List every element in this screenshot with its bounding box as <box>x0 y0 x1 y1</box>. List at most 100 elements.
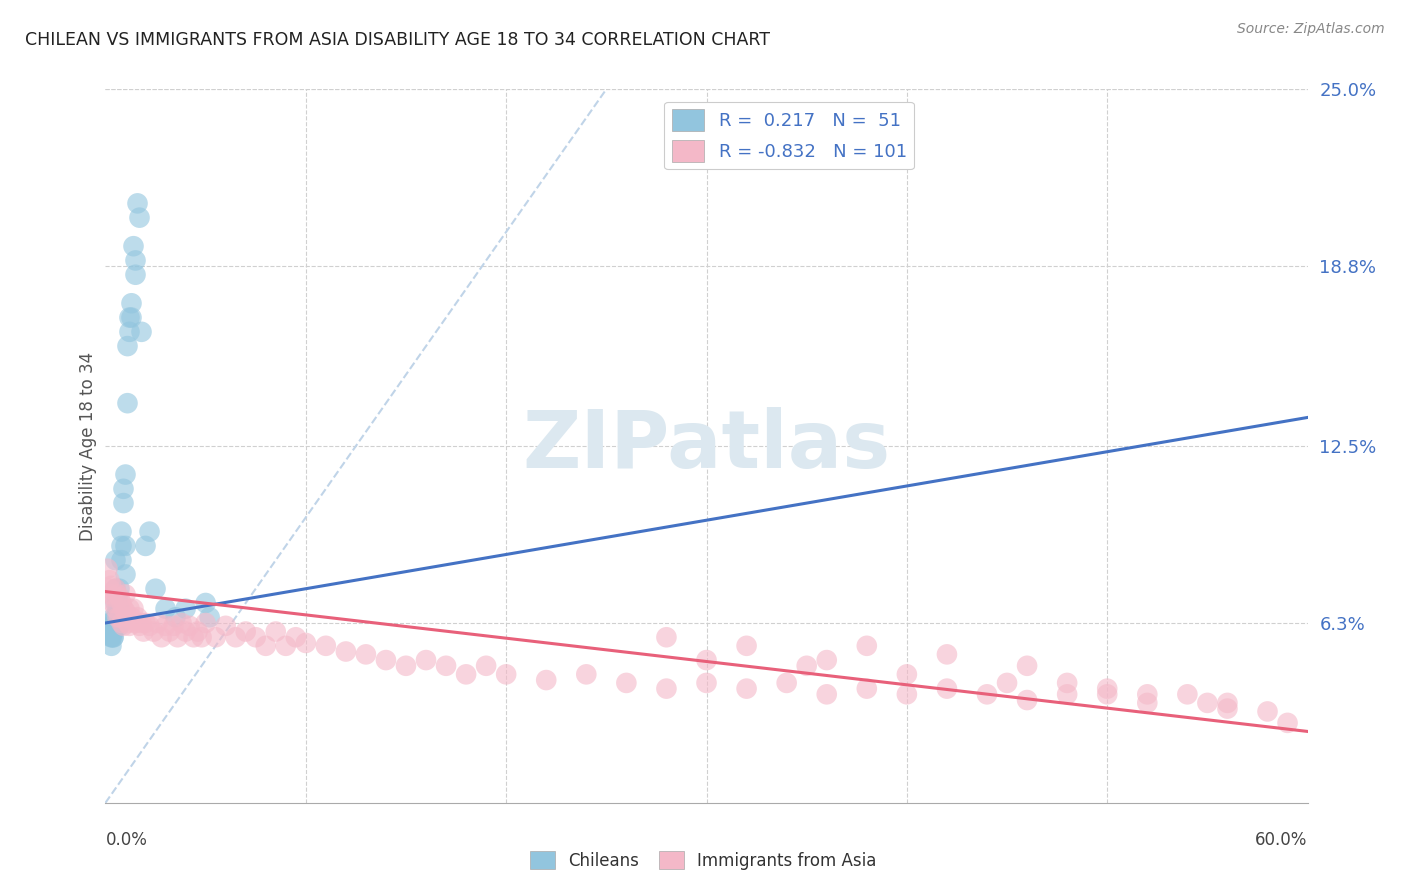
Point <box>117 339 139 353</box>
Text: CHILEAN VS IMMIGRANTS FROM ASIA DISABILITY AGE 18 TO 34 CORRELATION CHART: CHILEAN VS IMMIGRANTS FROM ASIA DISABILI… <box>25 31 770 49</box>
Point <box>117 615 139 630</box>
Legend: R =  0.217   N =  51, R = -0.832   N = 101: R = 0.217 N = 51, R = -0.832 N = 101 <box>665 102 914 169</box>
Point <box>190 630 212 644</box>
Point <box>118 310 141 325</box>
Point <box>274 639 297 653</box>
Point <box>100 587 122 601</box>
Point <box>104 596 127 610</box>
Point <box>98 624 121 639</box>
Point <box>264 624 287 639</box>
Point <box>1017 693 1039 707</box>
Point <box>1056 687 1078 701</box>
Point <box>112 619 135 633</box>
Point <box>135 539 157 553</box>
Point <box>135 615 157 630</box>
Point <box>114 539 136 553</box>
Point <box>124 253 146 268</box>
Text: 60.0%: 60.0% <box>1256 831 1308 849</box>
Point <box>121 310 143 325</box>
Point <box>107 610 129 624</box>
Point <box>776 676 799 690</box>
Point <box>187 624 209 639</box>
Point <box>104 553 127 567</box>
Point <box>100 624 122 639</box>
Point <box>1257 705 1279 719</box>
Point <box>103 596 125 610</box>
Point <box>575 667 598 681</box>
Point <box>146 615 169 630</box>
Text: ZIPatlas: ZIPatlas <box>523 407 890 485</box>
Point <box>1017 658 1039 673</box>
Point <box>150 630 173 644</box>
Point <box>103 619 125 633</box>
Point <box>225 630 247 644</box>
Point <box>1216 696 1239 710</box>
Point <box>194 615 217 630</box>
Point <box>194 596 217 610</box>
Point <box>896 687 918 701</box>
Point <box>166 630 188 644</box>
Point <box>183 630 205 644</box>
Point <box>295 636 318 650</box>
Point <box>976 687 998 701</box>
Point <box>127 610 149 624</box>
Point <box>162 619 184 633</box>
Point <box>107 591 129 605</box>
Point <box>214 619 236 633</box>
Point <box>995 676 1018 690</box>
Point <box>1097 681 1119 696</box>
Point <box>132 624 155 639</box>
Point <box>179 619 201 633</box>
Point <box>1056 676 1078 690</box>
Point <box>235 624 257 639</box>
Point <box>118 325 141 339</box>
Point <box>138 619 160 633</box>
Point <box>896 667 918 681</box>
Point <box>128 211 150 225</box>
Point <box>121 610 143 624</box>
Point <box>155 619 177 633</box>
Point <box>815 653 838 667</box>
Point <box>170 615 193 630</box>
Point <box>284 630 307 644</box>
Point <box>104 582 127 596</box>
Point <box>100 639 122 653</box>
Point <box>165 610 187 624</box>
Point <box>159 624 181 639</box>
Point <box>415 653 437 667</box>
Point <box>374 653 398 667</box>
Point <box>204 630 226 644</box>
Point <box>100 619 122 633</box>
Point <box>121 296 143 310</box>
Point <box>112 482 135 496</box>
Point <box>315 639 337 653</box>
Point <box>104 610 127 624</box>
Point <box>107 610 129 624</box>
Point <box>108 582 131 596</box>
Point <box>815 687 838 701</box>
Point <box>110 539 132 553</box>
Point <box>395 658 418 673</box>
Point <box>696 653 718 667</box>
Point <box>114 467 136 482</box>
Point <box>735 681 758 696</box>
Point <box>108 619 131 633</box>
Point <box>655 630 678 644</box>
Point <box>475 658 498 673</box>
Point <box>254 639 277 653</box>
Point <box>696 676 718 690</box>
Point <box>124 268 146 282</box>
Point <box>174 624 197 639</box>
Point <box>98 573 121 587</box>
Point <box>616 676 638 690</box>
Point <box>936 681 959 696</box>
Point <box>98 582 121 596</box>
Point <box>936 648 959 662</box>
Point <box>110 615 132 630</box>
Point <box>855 639 877 653</box>
Point <box>735 639 758 653</box>
Point <box>1197 696 1219 710</box>
Point <box>98 615 121 630</box>
Point <box>117 396 139 410</box>
Point <box>108 591 131 605</box>
